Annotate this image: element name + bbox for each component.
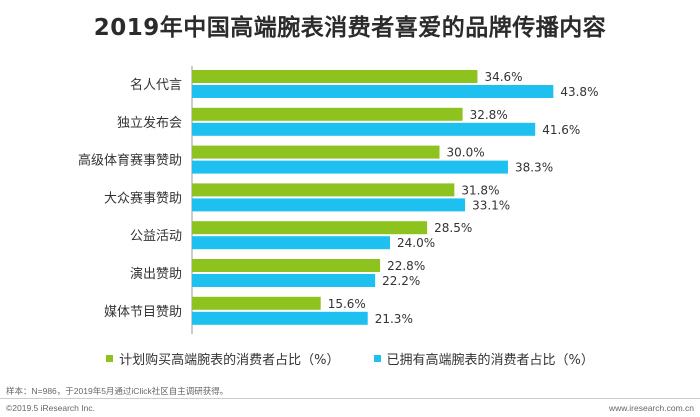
data-label: 41.6% (542, 123, 580, 137)
data-label: 31.8% (461, 183, 499, 197)
category-label: 独立发布会 (117, 115, 182, 131)
data-label: 22.8% (387, 259, 425, 273)
bar-planned (192, 107, 463, 121)
category-label: 高级体育赛事赞助 (78, 153, 182, 169)
sample-footnote: 样本：N=986，于2019年5月通过iClick社区自主调研获得。 (6, 386, 229, 396)
bar-owned (192, 198, 466, 212)
bar-owned (192, 85, 554, 98)
legend-label-planned: 计划购买高端腕表的消费者占比（%） (119, 353, 340, 368)
category-label: 名人代言 (130, 77, 182, 93)
category-label: 大众赛事赞助 (104, 190, 182, 206)
bar-chart: 名人代言 34.6% 43.8% 独立发布会 32.8% 41.6% 高级体育赛事赞助 30.… (78, 66, 598, 334)
category-label: 媒体节目赞助 (104, 305, 182, 320)
data-label: 30.0% (447, 146, 485, 160)
data-label: 32.8% (470, 108, 508, 122)
legend-item-planned: 计划购买高端腕表的消费者占比（%） (106, 349, 340, 368)
legend-label-owned: 已拥有高端腕表的消费者占比（%） (386, 353, 594, 368)
bar-planned (192, 183, 455, 197)
data-label: 43.8% (560, 85, 598, 99)
bar-owned (192, 274, 376, 287)
bar-planned (192, 296, 321, 310)
category-label: 演出赞助 (130, 266, 182, 282)
data-label: 34.6% (484, 70, 522, 84)
bar-planned (192, 145, 440, 159)
data-label: 24.0% (397, 236, 435, 250)
legend-swatch-owned (373, 355, 381, 362)
data-label: 28.5% (434, 221, 472, 235)
data-label: 38.3% (515, 161, 553, 175)
data-label: 15.6% (328, 297, 366, 311)
data-label: 22.2% (382, 274, 420, 288)
data-label: 21.3% (375, 312, 413, 326)
legend: 计划购买高端腕表的消费者占比（%） 已拥有高端腕表的消费者占比（%） (0, 349, 700, 368)
bar-planned (192, 259, 381, 272)
bar-owned (192, 311, 368, 325)
bar-planned (192, 70, 478, 83)
footer: ©2019.5 iResearch Inc. www.iresearch.com… (0, 398, 700, 417)
bar-owned (192, 160, 508, 174)
legend-swatch-planned (106, 355, 114, 362)
website-text: www.iresearch.com.cn (608, 403, 694, 413)
chart-title: 2019年中国高端腕表消费者喜爱的品牌传播内容 (93, 15, 607, 41)
bar-owned (192, 236, 390, 250)
legend-item-owned: 已拥有高端腕表的消费者占比（%） (373, 349, 594, 368)
data-label: 33.1% (472, 198, 510, 212)
bar-planned (192, 221, 428, 235)
copyright-text: ©2019.5 iResearch Inc. (6, 403, 95, 413)
bar-owned (192, 122, 536, 136)
category-label: 公益活动 (130, 229, 182, 244)
